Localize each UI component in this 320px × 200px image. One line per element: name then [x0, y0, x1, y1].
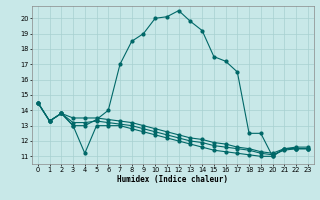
- X-axis label: Humidex (Indice chaleur): Humidex (Indice chaleur): [117, 175, 228, 184]
